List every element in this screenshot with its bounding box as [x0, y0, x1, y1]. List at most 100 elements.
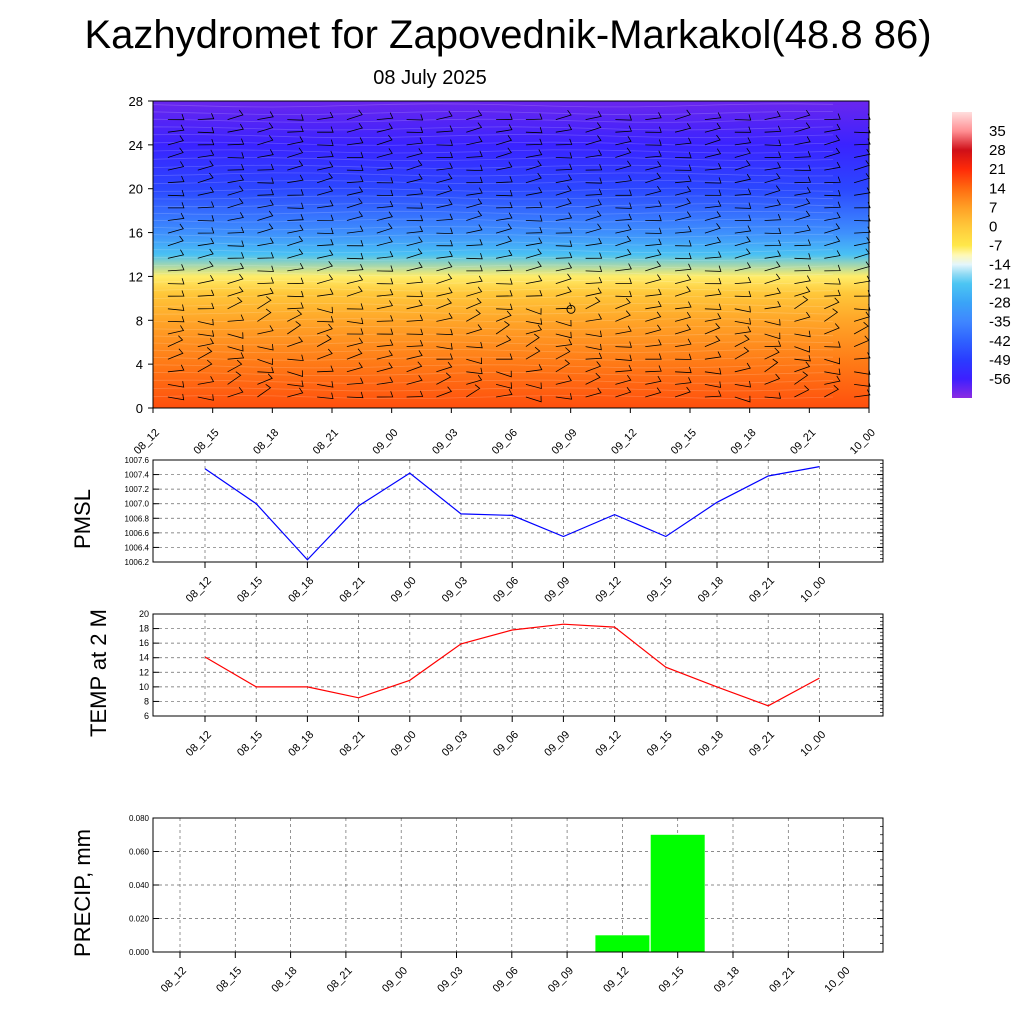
- wind-barb: [794, 295, 809, 310]
- wind-barb: [167, 348, 184, 360]
- wind-barb: [704, 251, 722, 259]
- wind-barb: [734, 395, 751, 403]
- wind-barb: [167, 249, 185, 259]
- contour-line: [152, 387, 834, 392]
- wind-barb: [853, 321, 869, 335]
- wind-barb: [197, 126, 215, 134]
- wind-barb: [585, 188, 603, 196]
- wind-barb: [376, 362, 393, 373]
- wind-barb: [466, 265, 483, 272]
- wind-barb: [197, 149, 215, 158]
- wind-barb: [525, 215, 543, 222]
- wind-barb: [257, 177, 274, 184]
- wind-barb: [167, 278, 185, 285]
- wind-barb: [227, 387, 244, 398]
- wind-barb: [645, 200, 662, 209]
- wind-barb: [466, 210, 483, 221]
- temp-line: [204, 623, 820, 707]
- wind-barb: [615, 263, 632, 272]
- wind-barb: [346, 137, 364, 146]
- wind-barb: [406, 188, 424, 196]
- y-tick-label: 0.080: [129, 814, 150, 823]
- wind-barb: [197, 376, 215, 385]
- colorbar-label: 21: [989, 161, 1006, 178]
- wind-barb: [675, 263, 692, 272]
- wind-barb: [257, 383, 272, 398]
- wind-barb: [406, 160, 423, 171]
- wind-barb: [346, 151, 364, 158]
- wind-barb: [287, 354, 304, 362]
- wind-barb: [645, 150, 662, 158]
- wind-barb: [257, 199, 274, 209]
- wind-barb: [555, 212, 573, 221]
- wind-barb: [316, 323, 333, 335]
- wind-barb: [704, 303, 722, 310]
- wind-barb: [496, 278, 513, 285]
- wind-barb: [466, 224, 483, 234]
- wind-barb: [704, 163, 722, 171]
- wind-barb: [257, 343, 274, 351]
- wind-barb: [824, 375, 841, 385]
- y-tick-label: 0: [136, 401, 143, 416]
- wind-barb: [346, 377, 364, 385]
- colorbar-label: -14: [989, 257, 1011, 274]
- wind-barb: [585, 223, 602, 234]
- wind-barb: [824, 147, 841, 158]
- x-tick-label: 08_18: [269, 965, 299, 995]
- wind-barb: [346, 274, 364, 284]
- y-tick-label: 12: [139, 667, 149, 677]
- x-tick-label: 09_09: [546, 965, 576, 995]
- wind-barb: [436, 185, 453, 196]
- wind-barb: [675, 240, 692, 247]
- wind-barb: [466, 309, 481, 322]
- colorbar-fill: [952, 112, 972, 398]
- wind-barb: [197, 186, 215, 196]
- wind-barb: [197, 215, 215, 222]
- wind-barb: [466, 198, 483, 209]
- wind-barb: [794, 264, 811, 272]
- wind-barb: [794, 253, 811, 260]
- wind-barb: [734, 262, 752, 272]
- contour-line: [152, 241, 834, 246]
- wind-barb: [227, 123, 244, 133]
- x-tick-label: 09_00: [389, 575, 419, 605]
- wind-barb: [764, 139, 782, 146]
- x-tick-label: 09_09: [542, 575, 572, 605]
- wind-barb: [645, 274, 662, 284]
- x-tick-label: 08_21: [311, 427, 341, 457]
- wind-barb: [287, 321, 302, 335]
- wind-barb: [704, 351, 722, 360]
- wind-barb: [525, 261, 542, 272]
- x-tick-label: 09_09: [542, 729, 572, 759]
- wind-barb: [615, 248, 632, 259]
- wind-barb: [197, 302, 215, 310]
- wind-barb: [257, 111, 274, 120]
- wind-barb: [734, 214, 752, 221]
- wind-barb: [466, 176, 483, 184]
- wind-barb: [525, 318, 543, 325]
- wind-barb: [346, 175, 364, 184]
- wind-barb: [317, 150, 334, 158]
- wind-barb: [525, 289, 543, 297]
- wind-barb: [317, 365, 334, 373]
- wind-barb: [466, 252, 483, 260]
- wind-barb: [525, 172, 542, 184]
- wind-barb: [645, 126, 662, 133]
- wind-barb: [525, 275, 543, 284]
- wind-barb: [346, 225, 364, 234]
- wind-barb: [376, 391, 394, 398]
- wind-barb: [466, 239, 483, 247]
- wind-barb: [495, 135, 513, 146]
- wind-barb: [466, 357, 483, 365]
- wind-barb: [376, 134, 393, 146]
- wind-barb: [197, 347, 213, 360]
- wind-barb: [167, 235, 184, 247]
- x-tick-label: 09_03: [440, 575, 470, 605]
- wind-barb: [824, 123, 841, 133]
- wind-barb: [854, 187, 871, 196]
- contour-line: [152, 348, 834, 354]
- wind-barb: [645, 387, 662, 398]
- contour-line: [152, 111, 834, 116]
- wind-barb: [704, 122, 722, 133]
- wind-barb: [376, 211, 393, 221]
